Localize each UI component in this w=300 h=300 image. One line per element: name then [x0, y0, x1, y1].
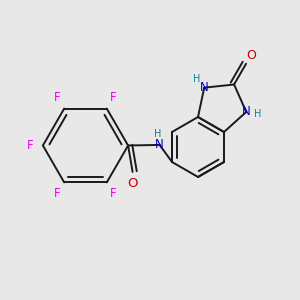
- Text: N: N: [200, 81, 208, 94]
- Text: O: O: [246, 49, 256, 62]
- Text: F: F: [26, 139, 33, 152]
- Text: H: H: [154, 129, 162, 140]
- Text: N: N: [242, 105, 251, 119]
- Text: N: N: [155, 138, 164, 152]
- Text: H: H: [254, 109, 261, 119]
- Text: O: O: [128, 177, 138, 190]
- Text: F: F: [54, 187, 61, 200]
- Text: F: F: [54, 91, 61, 104]
- Text: F: F: [110, 91, 117, 104]
- Text: F: F: [110, 187, 117, 200]
- Text: H: H: [193, 74, 200, 84]
